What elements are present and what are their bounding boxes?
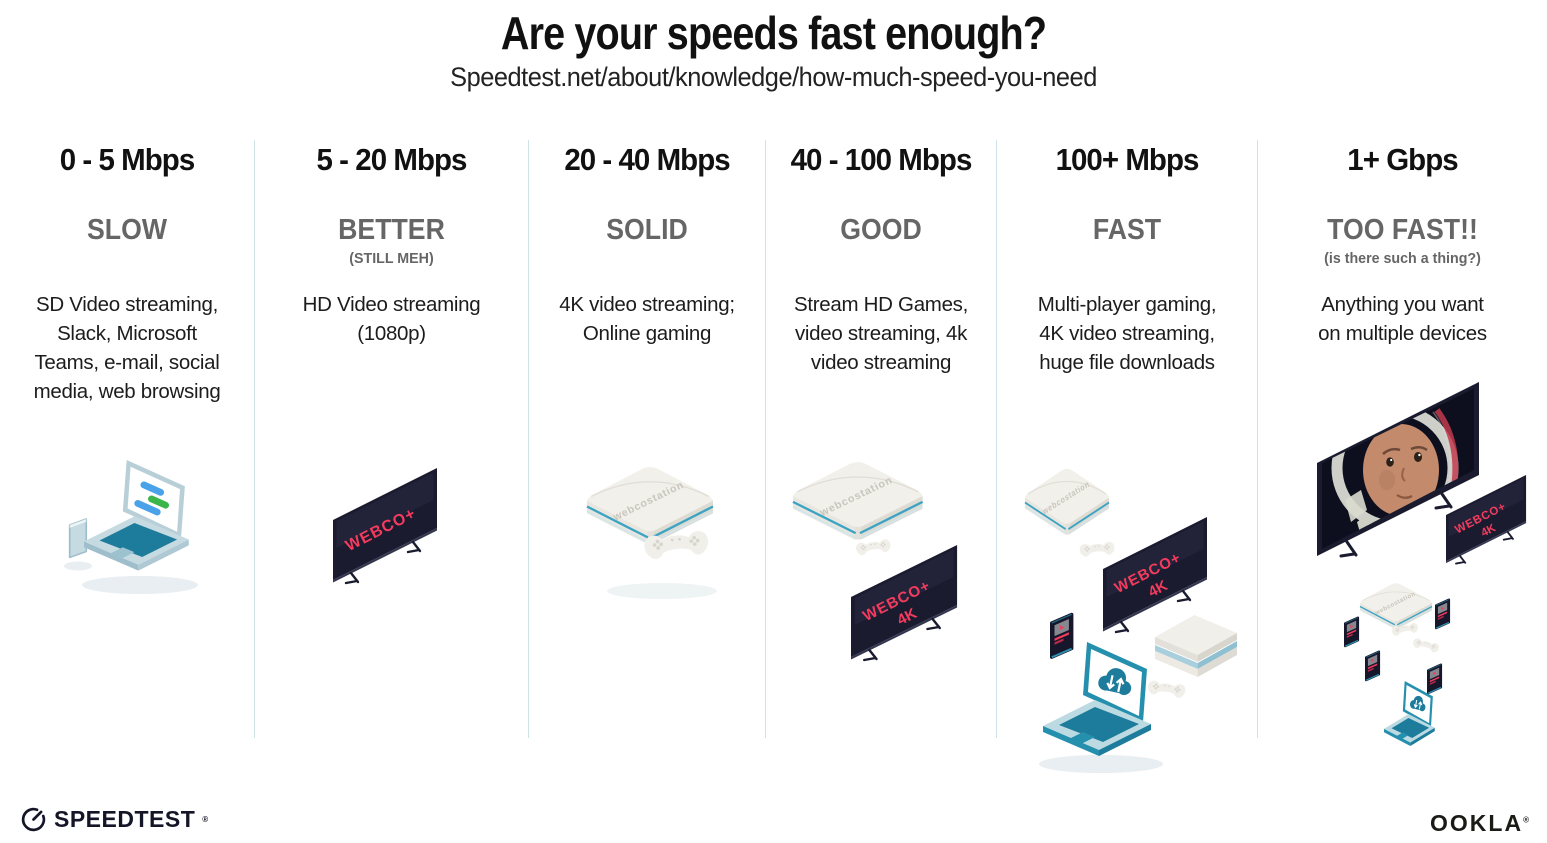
everything-illustration: WEBCO+ 4K webcostation	[1317, 382, 1528, 747]
rating-label: GOOD	[840, 214, 922, 246]
game-controller-icon	[855, 538, 892, 557]
smartphone-video-icon	[1365, 650, 1381, 682]
tv-4k-icon: WEBCO+ 4K	[1445, 474, 1528, 565]
speed-tier-columns: 0 - 5 Mbps SLOW SD Video streaming, Slac…	[0, 140, 1547, 773]
tier-description: Multi-player gaming, 4K video streaming,…	[1037, 293, 1217, 374]
game-console-icon: webcostation	[1359, 582, 1433, 630]
rating-note: (STILL MEH)	[349, 250, 434, 267]
rating-label: SLOW	[86, 214, 168, 246]
laptop-download-icon	[1041, 640, 1153, 758]
tv-icon: WEBCO+	[331, 466, 439, 585]
tv-4k-label: 4K	[1146, 577, 1171, 601]
speed-range: 1+ Gbps	[1347, 142, 1458, 177]
ookla-logo: OOKLA®	[1430, 810, 1531, 837]
laptop-icon	[84, 460, 189, 571]
tier-column-better: 5 - 20 Mbps BETTER (STILL MEH) HD Video …	[255, 140, 529, 738]
rating-note: (is there such a thing?)	[1324, 250, 1481, 267]
ookla-trademark: ®	[1523, 815, 1531, 825]
tier-description: Anything you want on multiple devices	[1318, 293, 1487, 345]
game-console-icon: webcostation	[585, 465, 715, 545]
hd-tv-illustration: WEBCO+	[331, 466, 439, 585]
rating-label: TOO FAST!!	[1327, 214, 1478, 246]
speed-range: 20 - 40 Mbps	[564, 142, 730, 177]
ookla-wordmark: OOKLA	[1430, 810, 1524, 836]
smartphone-video-icon	[1427, 663, 1443, 695]
tier-description: SD Video streaming, Slack, Microsoft Tea…	[33, 293, 221, 403]
tier-column-solid: 20 - 40 Mbps SOLID 4K video streaming; O…	[529, 140, 766, 738]
game-controller-icon	[1147, 679, 1187, 699]
game-console-icon: webcostation	[791, 460, 924, 541]
tier-column-slow: 0 - 5 Mbps SLOW SD Video streaming, Slac…	[0, 140, 255, 738]
multi-device-illustration: webcostation WEBCO+ 4K	[1024, 467, 1238, 773]
speedtest-trademark: ®	[202, 815, 209, 824]
tier-column-good: 40 - 100 Mbps GOOD Stream HD Games, vide…	[766, 140, 997, 738]
game-console-icon: webcostation	[1024, 467, 1110, 536]
page-subtitle: Speedtest.net/about/knowledge/how-much-s…	[450, 62, 1097, 92]
rating-label: FAST	[1092, 214, 1162, 246]
game-controller-icon	[1412, 637, 1441, 654]
rating-label: SOLID	[606, 214, 688, 246]
tv-4k-icon: WEBCO+ 4K	[1101, 515, 1209, 634]
speed-range: 0 - 5 Mbps	[59, 142, 195, 177]
tier-description: Stream HD Games, video streaming, 4k vid…	[793, 293, 969, 374]
game-controller-icon	[1079, 541, 1115, 558]
tier-description: HD Video streaming (1080p)	[302, 293, 481, 345]
tier-column-fast: 100+ Mbps FAST Multi-player gaming, 4K v…	[997, 140, 1258, 773]
smartphone-video-icon	[1050, 612, 1074, 660]
tier-column-too-fast: 1+ Gbps TOO FAST!! (is there such a thin…	[1258, 140, 1547, 747]
speedtest-wordmark: SPEEDTEST	[54, 806, 196, 832]
rating-label: BETTER	[338, 214, 445, 246]
laptop-and-phone-illustration	[64, 460, 198, 594]
speed-range: 5 - 20 Mbps	[316, 142, 468, 177]
smartphone-video-icon	[1344, 616, 1360, 648]
tier-description: 4K video streaming; Online gaming	[559, 293, 735, 345]
smartphone-video-icon	[1435, 598, 1451, 630]
game-console-illustration: webcostation	[585, 465, 717, 599]
speed-range: 40 - 100 Mbps	[790, 142, 973, 177]
console-and-4k-tv-illustration: webcostation WEBCO+ 4K	[791, 460, 959, 662]
tv-4k-icon: WEBCO+ 4K	[849, 543, 959, 662]
phone-icon	[68, 518, 88, 559]
speedtest-logo: SPEEDTEST ®	[20, 806, 208, 833]
tv-4k-label: 4K	[894, 605, 919, 629]
playstation-console-icon	[1154, 614, 1238, 678]
speedtest-gauge-icon	[21, 807, 46, 832]
page-title: Are your speeds fast enough?	[500, 7, 1047, 59]
speed-range: 100+ Mbps	[1055, 142, 1200, 177]
